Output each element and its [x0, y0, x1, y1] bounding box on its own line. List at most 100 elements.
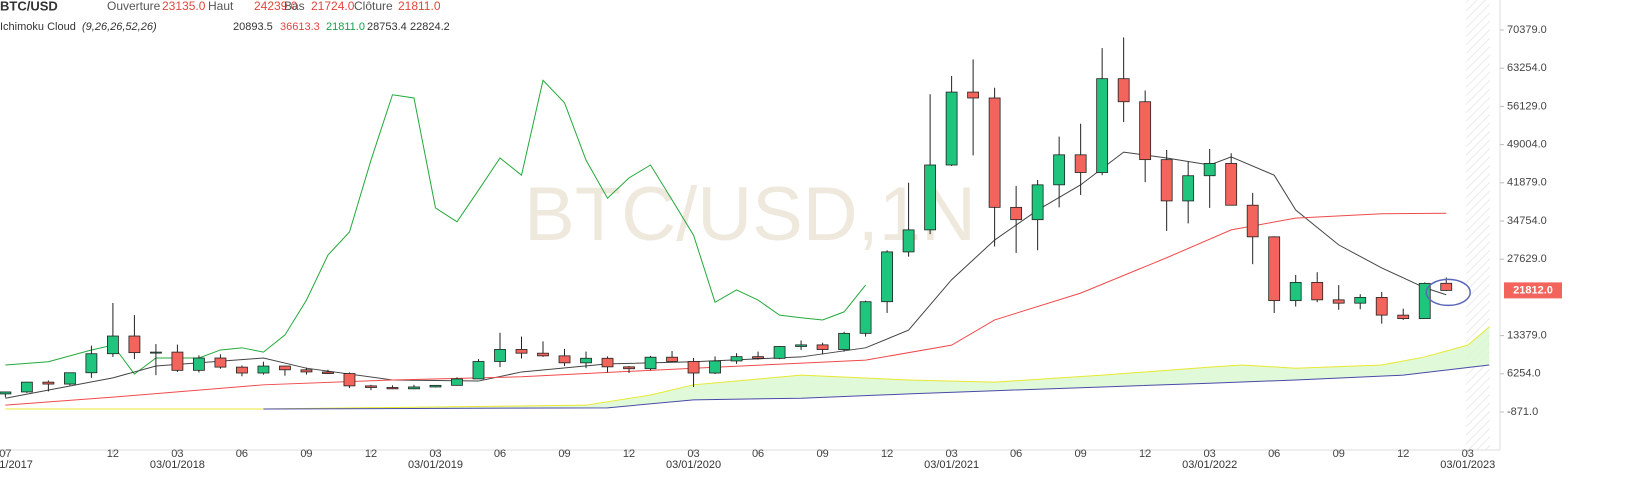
candle-body	[687, 361, 700, 374]
candle-body	[967, 91, 980, 99]
y-tick-label: 70379.0	[1507, 24, 1547, 36]
x-date-label: 03/01/2021	[924, 459, 979, 471]
x-tick-label: 12	[1139, 448, 1151, 460]
candle-body	[537, 352, 549, 357]
indicator-value: 36613.3	[280, 21, 320, 33]
y-tick-label: 27629.0	[1507, 253, 1547, 265]
high-value: 24239.0	[254, 0, 298, 13]
y-tick-label: 13379.0	[1507, 330, 1547, 342]
indicator-name: Ichimoku Cloud	[0, 21, 76, 33]
candle-body	[1074, 154, 1087, 173]
indicator-line	[263, 364, 1490, 410]
candle-body	[1397, 314, 1410, 320]
plot-area: BTC/USD,1N	[0, 0, 1490, 450]
candle-body	[107, 335, 119, 355]
y-tick-label: 6254.0	[1507, 368, 1541, 380]
candle-body	[1203, 162, 1216, 177]
x-tick-label: 07	[0, 448, 12, 460]
candle-body	[558, 355, 571, 364]
candle-body	[236, 366, 248, 374]
highlight-circle	[1425, 278, 1471, 307]
candle-body	[408, 386, 420, 390]
x-tick-label: 12	[1397, 448, 1409, 460]
candle-body	[1010, 206, 1023, 221]
indicator-line	[5, 79, 866, 375]
x-date-label: 03/01/2019	[408, 459, 463, 471]
candle-body	[623, 366, 635, 370]
last-price-label: 21812.0	[1513, 284, 1553, 296]
indicator-line	[5, 212, 1447, 406]
candle-body	[451, 378, 463, 386]
cloud-fill	[5, 326, 1490, 409]
x-tick-label: 12	[623, 448, 635, 460]
x-tick-label: 03	[945, 448, 957, 460]
candle-body	[494, 349, 506, 362]
x-tick-label: 09	[1333, 448, 1345, 460]
x-tick-label: 06	[1010, 448, 1022, 460]
candle-body	[322, 371, 334, 374]
candle-body	[1117, 78, 1130, 103]
y-tick-label: 63254.0	[1507, 62, 1547, 74]
x-date-label: 03/01/2023	[1440, 459, 1495, 471]
x-tick-label: 12	[881, 448, 893, 460]
x-tick-label: 03	[429, 448, 441, 460]
candle-body	[945, 91, 958, 166]
candle-body	[0, 391, 12, 395]
candle-body	[1332, 299, 1345, 304]
future-zone	[1466, 0, 1490, 450]
candle-body	[601, 357, 614, 368]
y-tick-label: 56129.0	[1507, 100, 1547, 112]
candle-body	[1053, 154, 1066, 186]
x-tick-label: 06	[494, 448, 506, 460]
candle-body	[429, 384, 442, 388]
candle-body	[838, 332, 850, 350]
indicator-value: 28753.4	[367, 21, 407, 33]
candle-body	[1311, 282, 1324, 301]
candle-body	[1268, 236, 1281, 302]
candle-body	[1289, 282, 1302, 302]
candle-body	[666, 356, 678, 362]
candle-body	[795, 344, 807, 347]
candle-body	[20, 381, 33, 393]
candle-body	[773, 346, 786, 359]
x-date-label: 03/01/2020	[666, 459, 721, 471]
y-tick-label: -871.0	[1507, 406, 1538, 418]
candle-body	[515, 349, 528, 354]
x-tick-label: 03	[1204, 448, 1216, 460]
x-tick-label: 09	[300, 448, 312, 460]
last-price-tag	[1504, 282, 1562, 299]
candle-body	[902, 229, 915, 253]
candle-body	[214, 357, 227, 368]
x-date-label: 03/01/2022	[1182, 459, 1237, 471]
candle-body	[193, 357, 205, 371]
x-tick-label: 06	[752, 448, 764, 460]
indicator-value: 21811.0	[326, 21, 365, 33]
candle-body	[924, 164, 937, 231]
indicator-value: 20893.5	[233, 21, 273, 33]
indicator-line	[5, 151, 1447, 399]
candle-body	[300, 369, 313, 373]
candle-body	[816, 344, 829, 350]
y-tick-label: 49004.0	[1507, 139, 1547, 151]
close-label: Clôture	[354, 0, 393, 13]
x-tick-label: 09	[558, 448, 570, 460]
candle-body	[1375, 297, 1388, 316]
candle-body	[63, 372, 76, 385]
close-value: 21811.0	[398, 0, 441, 13]
x-date-label: 07/01/2017	[0, 459, 33, 471]
x-tick-label: 12	[107, 448, 119, 460]
candle-body	[171, 351, 184, 371]
x-tick-label: 09	[1075, 448, 1087, 460]
open-label: Ouverture	[107, 0, 161, 13]
candle-body	[279, 365, 291, 371]
low-label: Bas	[284, 0, 305, 13]
candle-body	[85, 353, 98, 374]
watermark: BTC/USD,1N	[524, 172, 976, 257]
candle-body	[1139, 101, 1152, 161]
candle-body	[1440, 282, 1453, 291]
x-tick-label: 03	[1462, 448, 1474, 460]
x-tick-label: 03	[171, 448, 183, 460]
open-value: 23135.0	[162, 0, 206, 13]
candle-body	[472, 361, 485, 380]
